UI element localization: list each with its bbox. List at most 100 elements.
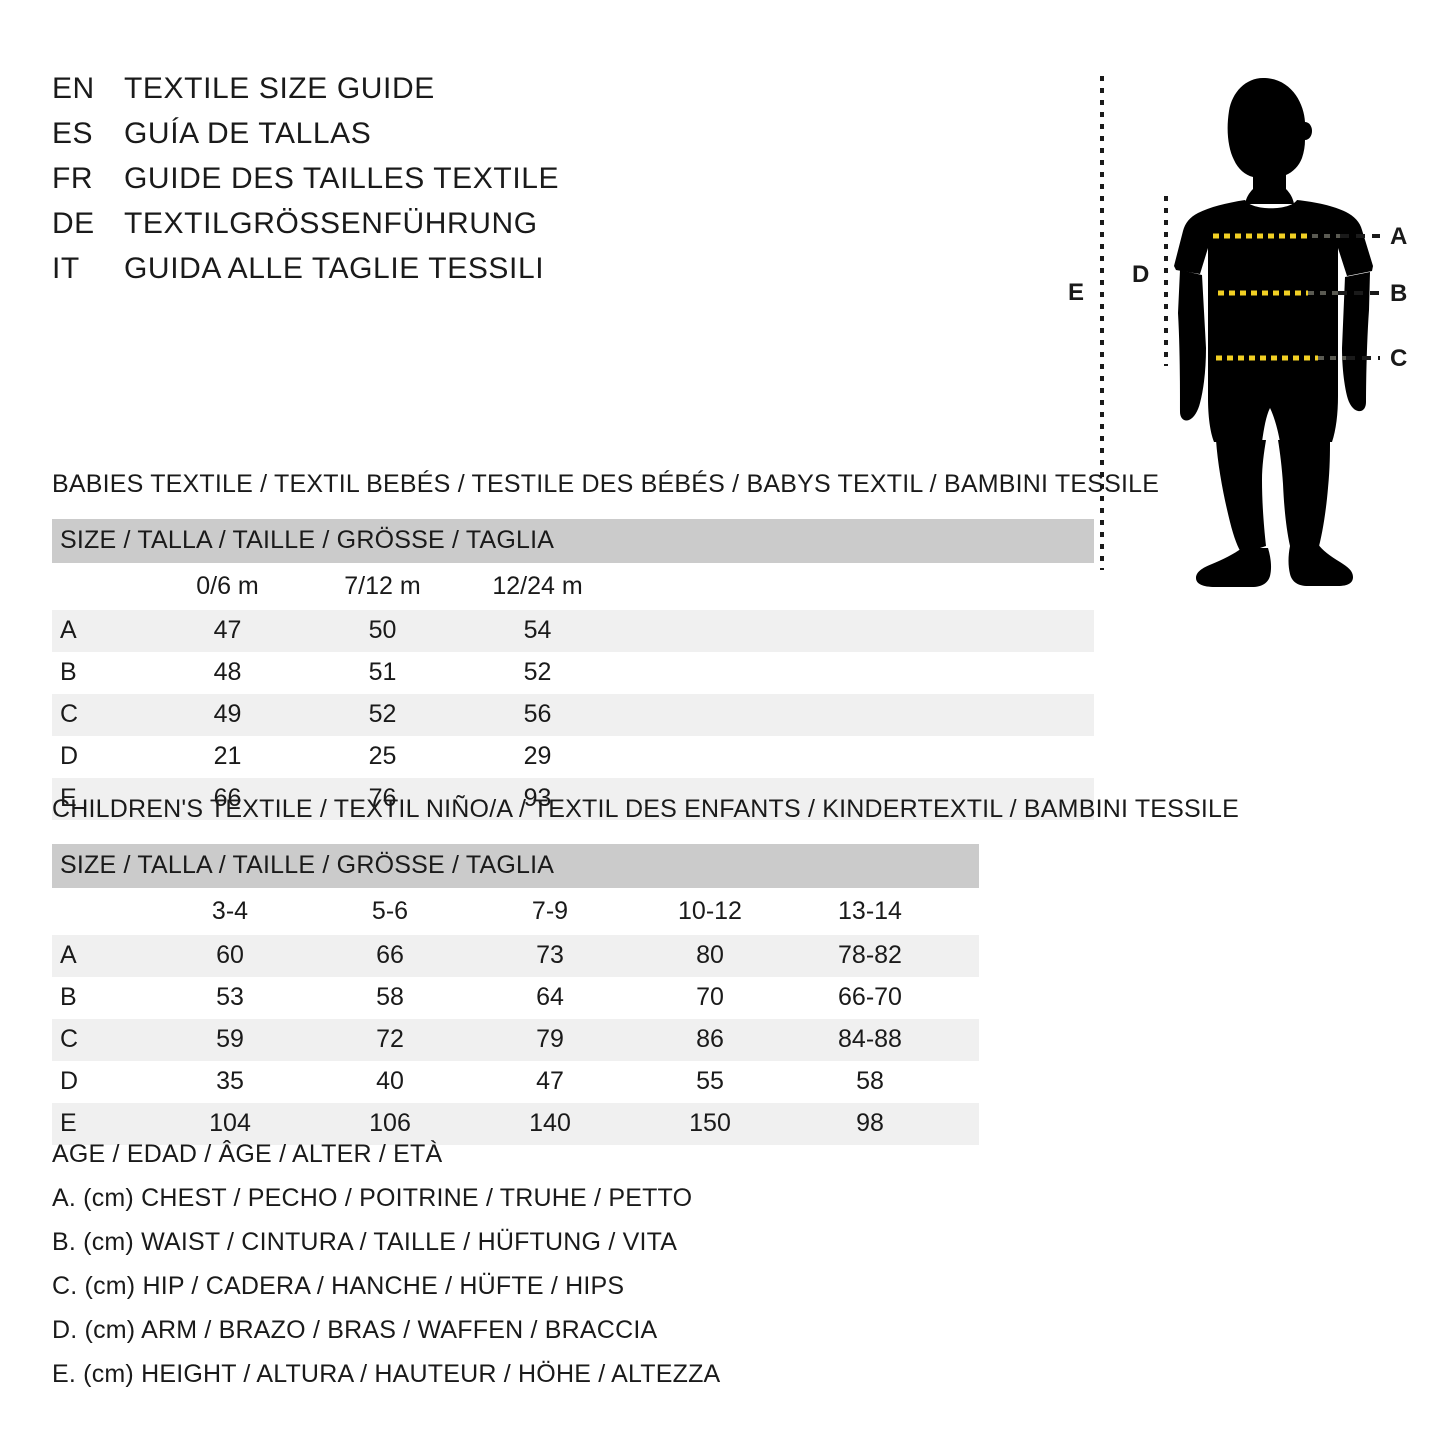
children-cell-a-3: 80 xyxy=(630,935,790,977)
children-band-label: SIZE / TALLA / TAILLE / GRÖSSE / TAGLIA xyxy=(52,844,980,888)
measurement-legend: AGE / EDAD / ÂGE / ALTER / ETÀ A. (cm) C… xyxy=(52,1140,852,1404)
table-row: D 21 25 29 xyxy=(52,736,1094,778)
children-col-header-0: 3-4 xyxy=(150,888,310,935)
table-row: C 49 52 56 xyxy=(52,694,1094,736)
children-cell-b-2: 64 xyxy=(470,977,630,1019)
babies-row-label-e: E xyxy=(52,778,150,820)
children-col-header-2: 7-9 xyxy=(470,888,630,935)
babies-cell-a-2: 54 xyxy=(460,610,615,652)
children-cell-b-4: 66-70 xyxy=(790,977,950,1019)
legend-line-arm: D. (cm) ARM / BRAZO / BRAS / WAFFEN / BR… xyxy=(52,1316,658,1344)
language-row-es: ES GUÍA DE TALLAS xyxy=(52,117,812,162)
language-code-es: ES xyxy=(52,117,94,150)
child-silhouette xyxy=(1174,78,1373,587)
legend-line-chest: A. (cm) CHEST / PECHO / POITRINE / TRUHE… xyxy=(52,1184,693,1212)
children-header-corner xyxy=(52,888,150,935)
babies-header-corner xyxy=(52,563,150,610)
language-title-en: TEXTILE SIZE GUIDE xyxy=(124,72,435,105)
children-cell-d-1: 40 xyxy=(310,1061,470,1103)
babies-col-header-1: 7/12 m xyxy=(305,563,460,610)
legend-line-height: E. (cm) HEIGHT / ALTURA / HAUTEUR / HÖHE… xyxy=(52,1360,721,1388)
babies-cell-c-1: 52 xyxy=(305,694,460,736)
legend-line-waist: B. (cm) WAIST / CINTURA / TAILLE / HÜFTU… xyxy=(52,1228,678,1256)
language-code-en: EN xyxy=(52,72,95,105)
children-cell-a-1: 66 xyxy=(310,935,470,977)
marker-label-b: B xyxy=(1390,280,1407,307)
babies-row-fill-e xyxy=(615,778,1094,820)
children-cell-e-1: 106 xyxy=(310,1103,470,1145)
babies-cell-b-2: 52 xyxy=(460,652,615,694)
babies-column-header-row: 0/6 m 7/12 m 12/24 m xyxy=(52,563,1094,610)
babies-row-fill-a xyxy=(615,610,1094,652)
language-title-fr: GUIDE DES TAILLES TEXTILE xyxy=(124,162,560,195)
language-code-fr: FR xyxy=(52,162,93,195)
children-row-fill-a xyxy=(950,935,980,977)
babies-col-header-2: 12/24 m xyxy=(460,563,615,610)
children-row-label-c: C xyxy=(52,1019,150,1061)
babies-cell-e-2: 93 xyxy=(460,778,615,820)
children-section-title: CHILDREN'S TEXTILE / TEXTIL NIÑO/A / TEX… xyxy=(52,795,1240,823)
table-row: B 48 51 52 xyxy=(52,652,1094,694)
children-table-band: SIZE / TALLA / TAILLE / GRÖSSE / TAGLIA xyxy=(52,844,980,888)
children-cell-e-2: 140 xyxy=(470,1103,630,1145)
children-cell-d-3: 55 xyxy=(630,1061,790,1103)
table-row: E 104 106 140 150 98 xyxy=(52,1103,980,1145)
table-row: B 53 58 64 70 66-70 xyxy=(52,977,980,1019)
children-row-fill-d xyxy=(950,1061,980,1103)
children-row-fill-b xyxy=(950,977,980,1019)
babies-row-fill-d xyxy=(615,736,1094,778)
table-row: A 47 50 54 xyxy=(52,610,1094,652)
children-row-fill-c xyxy=(950,1019,980,1061)
language-row-it: IT GUIDA ALLE TAGLIE TESSILI xyxy=(52,252,812,297)
babies-row-label-a: A xyxy=(52,610,150,652)
children-row-fill-e xyxy=(950,1103,980,1145)
babies-cell-b-0: 48 xyxy=(150,652,305,694)
marker-label-e: E xyxy=(1068,279,1084,306)
language-header: EN TEXTILE SIZE GUIDE ES GUÍA DE TALLAS … xyxy=(52,72,812,297)
children-cell-e-4: 98 xyxy=(790,1103,950,1145)
children-cell-d-4: 58 xyxy=(790,1061,950,1103)
children-size-table: SIZE / TALLA / TAILLE / GRÖSSE / TAGLIA … xyxy=(52,844,980,1145)
children-cell-d-0: 35 xyxy=(150,1061,310,1103)
marker-label-d: D xyxy=(1132,261,1149,288)
children-col-header-3: 10-12 xyxy=(630,888,790,935)
babies-row-label-b: B xyxy=(52,652,150,694)
babies-row-label-d: D xyxy=(52,736,150,778)
children-row-label-a: A xyxy=(52,935,150,977)
children-column-header-row: 3-4 5-6 7-9 10-12 13-14 xyxy=(52,888,980,935)
babies-cell-b-1: 51 xyxy=(305,652,460,694)
children-header-fill xyxy=(950,888,980,935)
language-title-it: GUIDA ALLE TAGLIE TESSILI xyxy=(124,252,545,285)
language-row-fr: FR GUIDE DES TAILLES TEXTILE xyxy=(52,162,812,207)
babies-band-label: SIZE / TALLA / TAILLE / GRÖSSE / TAGLIA xyxy=(52,519,1094,563)
legend-line-age: AGE / EDAD / ÂGE / ALTER / ETÀ xyxy=(52,1140,443,1168)
babies-cell-a-1: 50 xyxy=(305,610,460,652)
legend-line-hip: C. (cm) HIP / CADERA / HANCHE / HÜFTE / … xyxy=(52,1272,625,1300)
babies-cell-d-2: 29 xyxy=(460,736,615,778)
children-row-label-e: E xyxy=(52,1103,150,1145)
children-col-header-4: 13-14 xyxy=(790,888,950,935)
language-code-de: DE xyxy=(52,207,95,240)
children-cell-a-2: 73 xyxy=(470,935,630,977)
children-row-label-b: B xyxy=(52,977,150,1019)
table-row: C 59 72 79 86 84-88 xyxy=(52,1019,980,1061)
babies-cell-d-0: 21 xyxy=(150,736,305,778)
language-title-de: TEXTILGRÖSSENFÜHRUNG xyxy=(124,207,538,240)
children-cell-c-1: 72 xyxy=(310,1019,470,1061)
language-title-es: GUÍA DE TALLAS xyxy=(124,117,372,150)
children-cell-b-1: 58 xyxy=(310,977,470,1019)
children-row-label-d: D xyxy=(52,1061,150,1103)
babies-header-fill xyxy=(615,563,1094,610)
babies-section-title: BABIES TEXTILE / TEXTIL BEBÉS / TESTILE … xyxy=(52,470,1160,498)
babies-size-table: SIZE / TALLA / TAILLE / GRÖSSE / TAGLIA … xyxy=(52,519,1094,820)
babies-cell-a-0: 47 xyxy=(150,610,305,652)
language-code-it: IT xyxy=(52,252,80,285)
measurement-diagram: A B C D E xyxy=(1050,48,1445,588)
babies-col-header-0: 0/6 m xyxy=(150,563,305,610)
babies-row-fill-c xyxy=(615,694,1094,736)
marker-label-c: C xyxy=(1390,345,1407,372)
children-cell-c-3: 86 xyxy=(630,1019,790,1061)
babies-cell-e-0: 66 xyxy=(150,778,305,820)
children-col-header-1: 5-6 xyxy=(310,888,470,935)
children-cell-c-0: 59 xyxy=(150,1019,310,1061)
